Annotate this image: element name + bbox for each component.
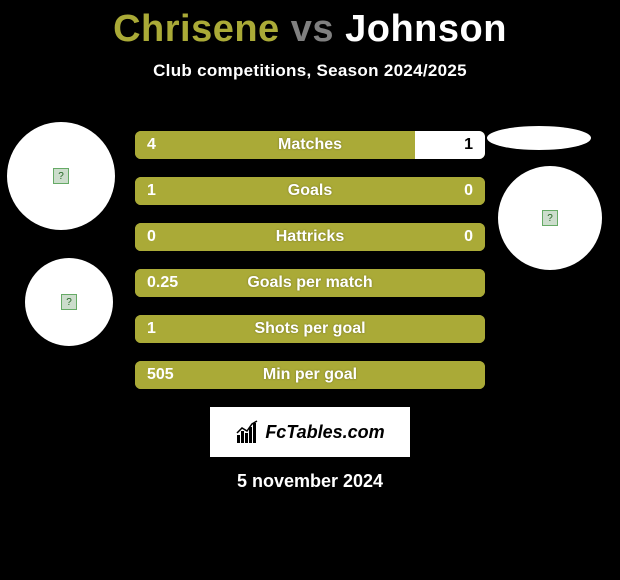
decorative-circle: ? <box>7 122 115 230</box>
page-title: Chrisene vs Johnson <box>0 0 620 51</box>
decorative-circle: ? <box>25 258 113 346</box>
stat-row: 505Min per goal <box>135 361 485 389</box>
stat-row: 1Goals0 <box>135 177 485 205</box>
date-text: 5 november 2024 <box>0 471 620 492</box>
subtitle: Club competitions, Season 2024/2025 <box>0 61 620 81</box>
stat-value-right: 0 <box>464 177 473 205</box>
stat-label: Min per goal <box>135 361 485 389</box>
stats-container: 4Matches11Goals00Hattricks00.25Goals per… <box>135 131 485 389</box>
stat-row: 0.25Goals per match <box>135 269 485 297</box>
watermark: FcTables.com <box>210 407 410 457</box>
player1-name: Chrisene <box>113 8 280 50</box>
stat-row: 4Matches1 <box>135 131 485 159</box>
stat-label: Hattricks <box>135 223 485 251</box>
stat-label: Goals per match <box>135 269 485 297</box>
player2-name: Johnson <box>345 8 507 50</box>
decorative-circle: ? <box>498 166 602 270</box>
watermark-chart-icon <box>235 419 261 445</box>
stat-row: 1Shots per goal <box>135 315 485 343</box>
placeholder-image-icon: ? <box>542 210 558 226</box>
placeholder-image-icon: ? <box>53 168 69 184</box>
stat-label: Goals <box>135 177 485 205</box>
stat-label: Shots per goal <box>135 315 485 343</box>
placeholder-image-icon: ? <box>61 294 77 310</box>
watermark-text: FcTables.com <box>265 422 384 443</box>
stat-value-right: 0 <box>464 223 473 251</box>
decorative-ellipse <box>487 126 591 150</box>
stat-label: Matches <box>135 131 485 159</box>
stat-row: 0Hattricks0 <box>135 223 485 251</box>
vs-separator: vs <box>291 8 334 50</box>
stat-value-right: 1 <box>464 131 473 159</box>
